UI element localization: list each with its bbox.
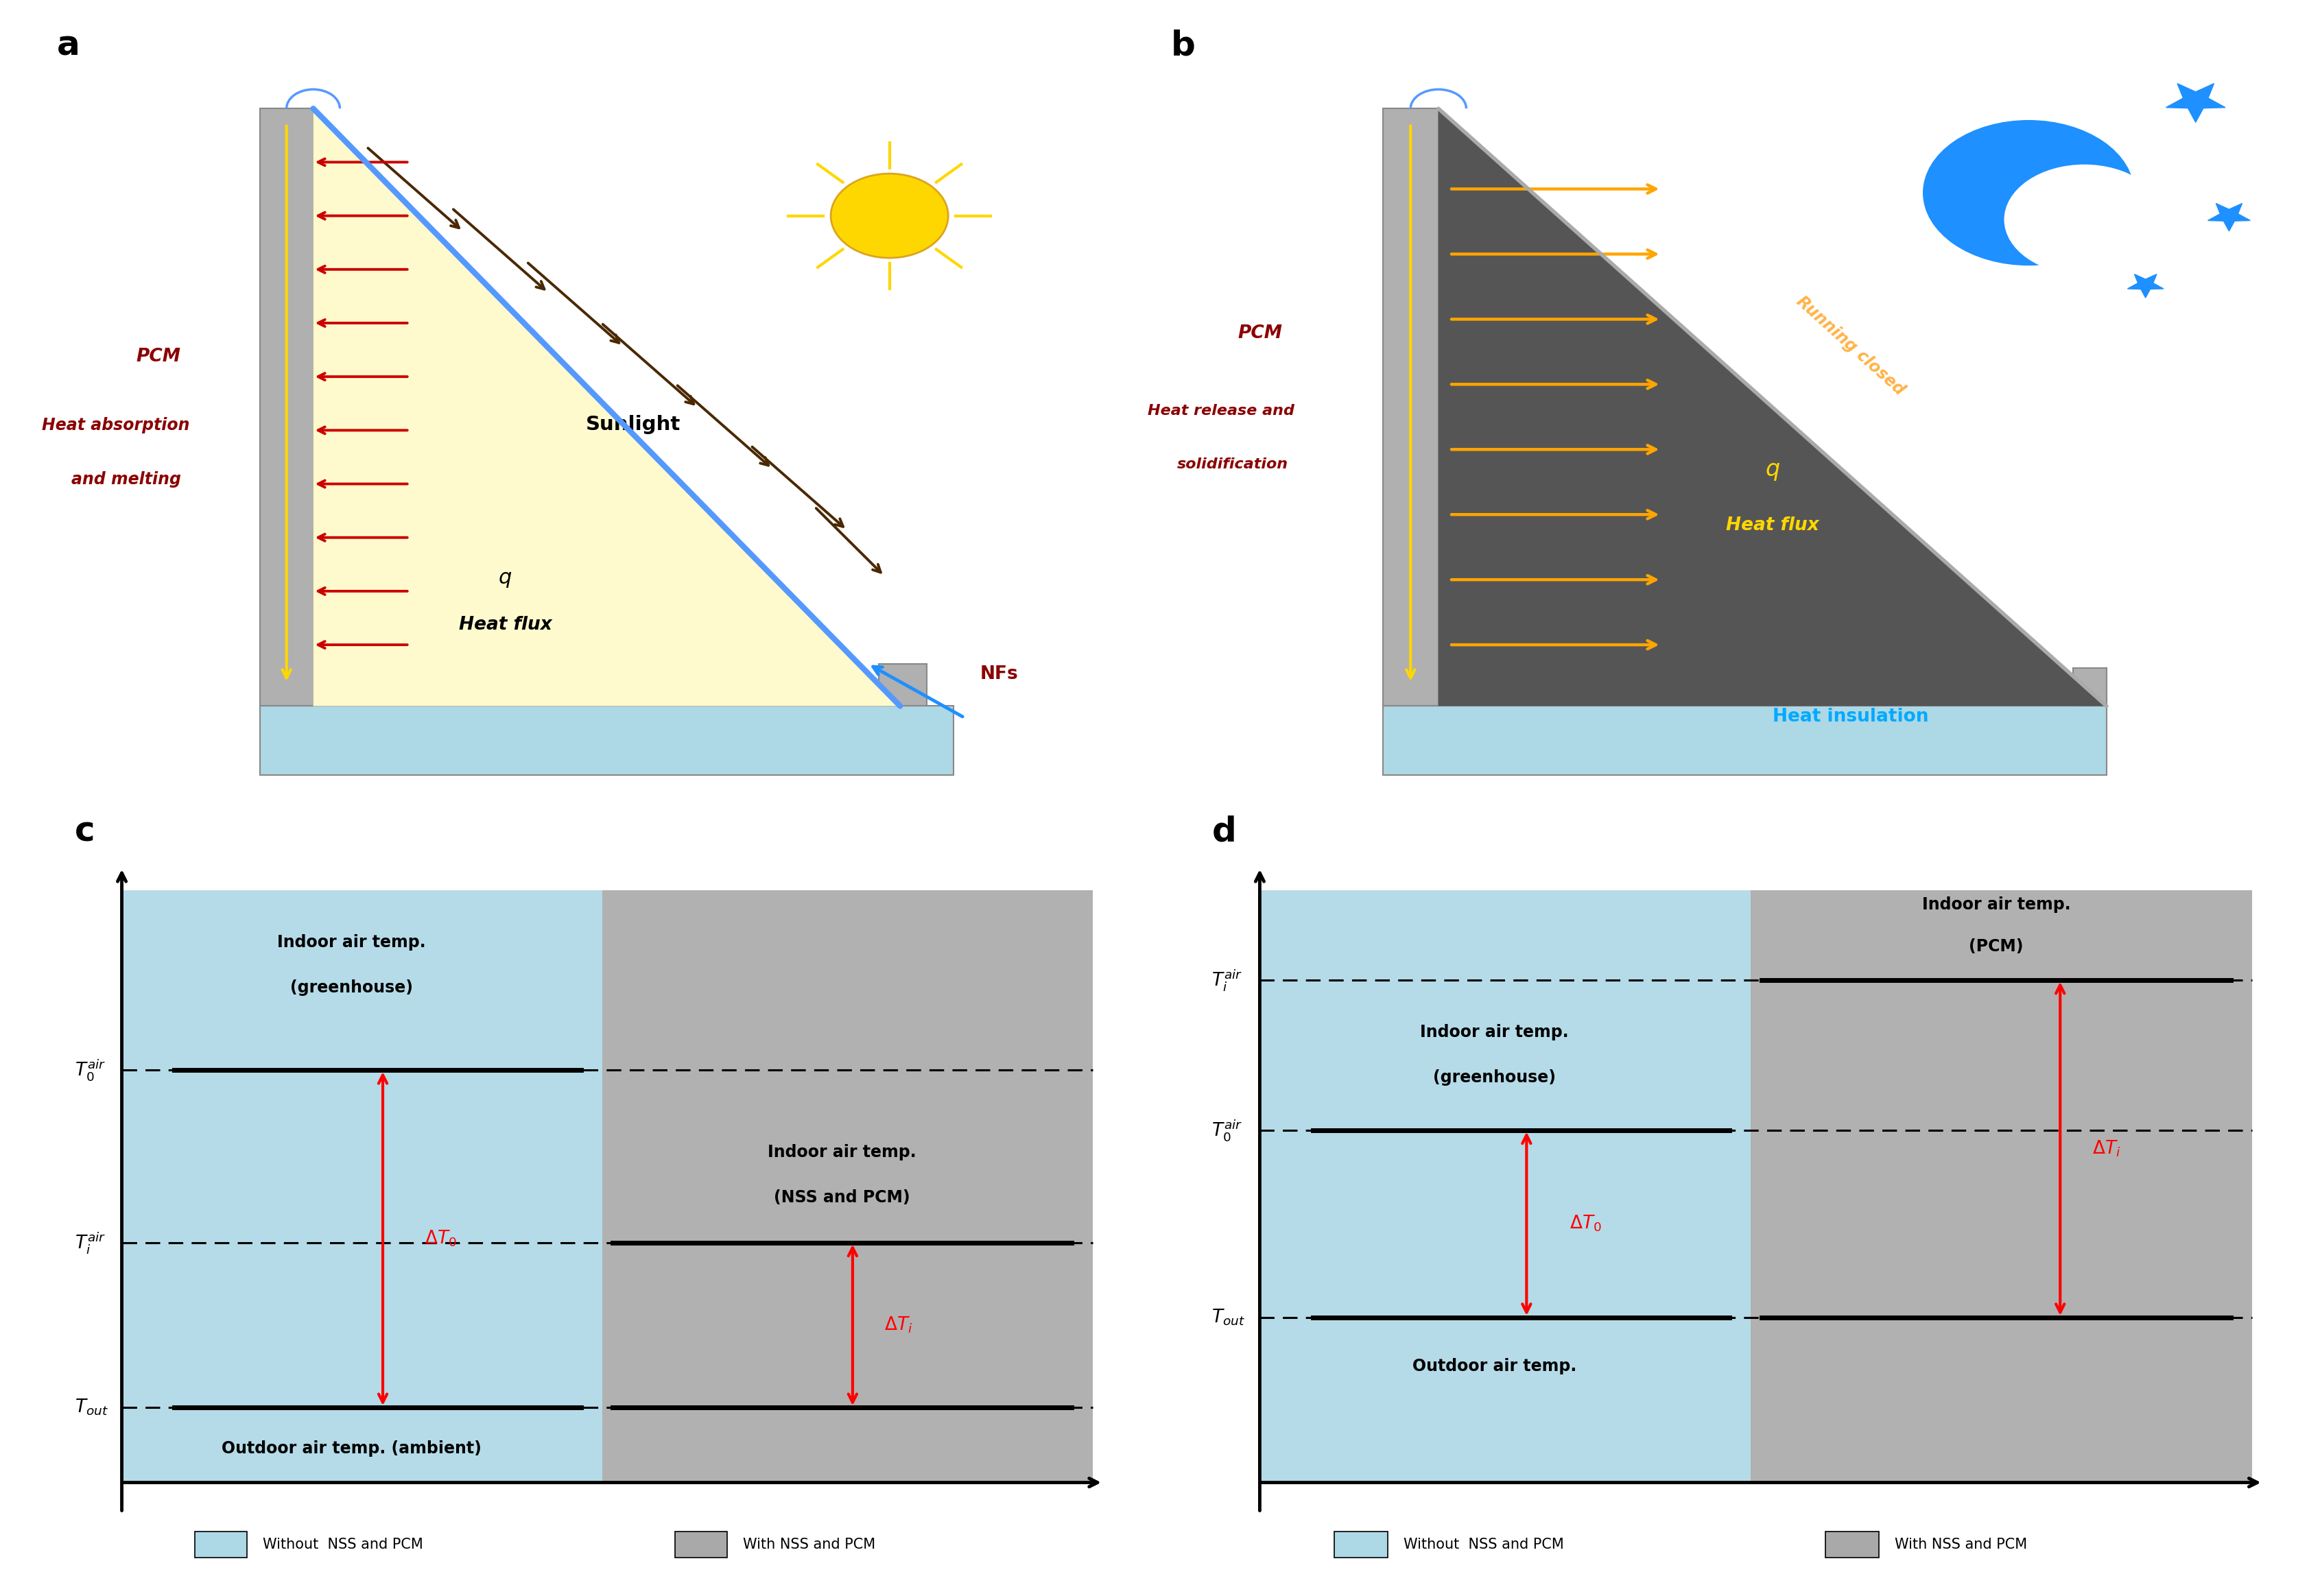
FancyBboxPatch shape	[2074, 667, 2107, 705]
FancyBboxPatch shape	[1826, 1531, 1879, 1558]
Polygon shape	[1438, 109, 2107, 705]
Text: (greenhouse): (greenhouse)	[1434, 1069, 1557, 1085]
Text: NFs: NFs	[981, 666, 1018, 683]
Text: d: d	[1211, 816, 1237, 847]
Text: Outdoor air temp.: Outdoor air temp.	[1413, 1358, 1578, 1374]
Text: b: b	[1172, 29, 1195, 62]
Polygon shape	[2127, 275, 2165, 298]
Text: and melting: and melting	[72, 471, 181, 487]
Text: Heat insulation: Heat insulation	[1772, 707, 1928, 726]
Text: $\Delta T_0$: $\Delta T_0$	[425, 1229, 457, 1248]
Text: $T_i^{air}$: $T_i^{air}$	[1211, 967, 1244, 993]
Text: a: a	[58, 29, 81, 62]
Text: Heat release and: Heat release and	[1148, 404, 1295, 418]
Text: (greenhouse): (greenhouse)	[290, 980, 413, 996]
Text: Heat absorption: Heat absorption	[42, 417, 190, 434]
Text: $T_i^{air}$: $T_i^{air}$	[74, 1231, 107, 1254]
Text: (PCM): (PCM)	[1970, 938, 2023, 954]
Text: Indoor air temp.: Indoor air temp.	[768, 1144, 916, 1160]
Text: PCM: PCM	[137, 348, 181, 365]
Text: With NSS and PCM: With NSS and PCM	[1895, 1539, 2028, 1551]
Text: solidification: solidification	[1176, 458, 1288, 471]
Text: (NSS and PCM): (NSS and PCM)	[775, 1189, 909, 1205]
Text: Without  NSS and PCM: Without NSS and PCM	[262, 1539, 422, 1551]
FancyBboxPatch shape	[1383, 705, 2107, 776]
Circle shape	[2004, 164, 2165, 275]
FancyBboxPatch shape	[879, 664, 928, 705]
Text: Running closed: Running closed	[1793, 294, 1907, 399]
Text: Indoor air temp.: Indoor air temp.	[276, 934, 427, 951]
Text: $\Delta T_0$: $\Delta T_0$	[1568, 1215, 1601, 1234]
FancyBboxPatch shape	[603, 891, 1093, 1483]
Text: $T_0^{air}$: $T_0^{air}$	[74, 1058, 107, 1082]
FancyBboxPatch shape	[675, 1531, 728, 1558]
Text: Without  NSS and PCM: Without NSS and PCM	[1404, 1539, 1564, 1551]
Text: $q$: $q$	[499, 570, 513, 589]
FancyBboxPatch shape	[1334, 1531, 1387, 1558]
Text: Indoor air temp.: Indoor air temp.	[1921, 897, 2069, 913]
Text: Heat flux: Heat flux	[1726, 516, 1819, 535]
Text: Outdoor air temp. (ambient): Outdoor air temp. (ambient)	[220, 1441, 483, 1457]
Text: $q$: $q$	[1766, 460, 1779, 482]
FancyBboxPatch shape	[1752, 891, 2253, 1483]
Polygon shape	[2209, 203, 2250, 231]
FancyBboxPatch shape	[123, 891, 603, 1483]
Circle shape	[831, 174, 949, 259]
FancyBboxPatch shape	[260, 705, 954, 776]
FancyBboxPatch shape	[1383, 109, 1438, 705]
Text: $\Delta T_i$: $\Delta T_i$	[2093, 1140, 2120, 1159]
Text: c: c	[74, 816, 95, 847]
Text: With NSS and PCM: With NSS and PCM	[742, 1539, 875, 1551]
Text: PCM: PCM	[1239, 324, 1283, 343]
Text: $T_0^{air}$: $T_0^{air}$	[1211, 1117, 1244, 1143]
FancyBboxPatch shape	[195, 1531, 248, 1558]
Text: $T_{out}$: $T_{out}$	[1211, 1307, 1246, 1328]
Text: Heat flux: Heat flux	[459, 616, 552, 634]
Polygon shape	[313, 109, 900, 705]
FancyBboxPatch shape	[260, 109, 313, 705]
Text: Sunlight: Sunlight	[587, 415, 680, 434]
Polygon shape	[2167, 83, 2225, 123]
Circle shape	[1923, 120, 2134, 265]
FancyBboxPatch shape	[1260, 891, 1752, 1483]
Text: $T_{out}$: $T_{out}$	[74, 1398, 109, 1417]
Text: Indoor air temp.: Indoor air temp.	[1420, 1025, 1568, 1041]
Text: $\Delta T_i$: $\Delta T_i$	[884, 1315, 912, 1334]
